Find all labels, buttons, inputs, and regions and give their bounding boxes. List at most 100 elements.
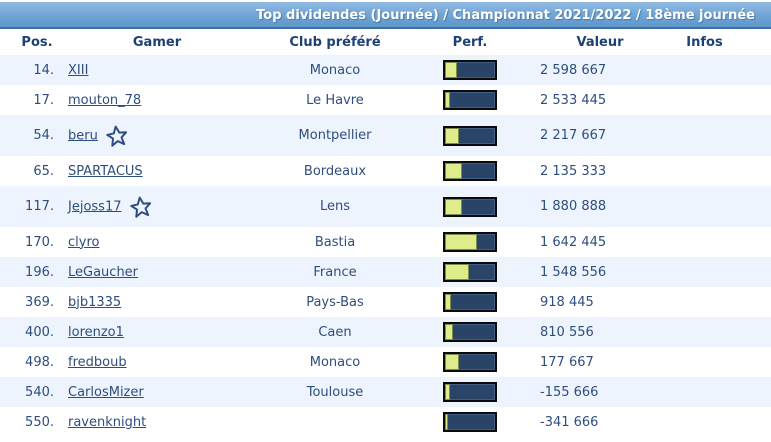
perf-bar-fill: [445, 198, 462, 215]
infos-cell: [660, 156, 771, 186]
gamer-link[interactable]: beru: [68, 128, 98, 143]
table-row: 369. bjb1335 Pays-Bas 918 445: [0, 287, 771, 317]
valeur-cell: 2 533 445: [540, 92, 607, 108]
position-cell: 54.: [0, 115, 60, 156]
infos-cell: [660, 347, 771, 377]
gamer-cell: fredboub: [60, 347, 270, 377]
infos-cell: [660, 317, 771, 347]
table-header-row: Pos. Gamer Club préféré Perf. Valeur Inf…: [0, 29, 771, 55]
valeur-cell: 2 217 667: [540, 115, 660, 156]
perf-cell: [400, 156, 540, 186]
perf-bar-fill: [445, 324, 453, 340]
valeur-cell: 1 548 556: [540, 257, 660, 287]
table-row: 54. beru Montpellier 2 217 667: [0, 115, 771, 156]
gamer-link[interactable]: fredboub: [68, 354, 127, 370]
gamer-link[interactable]: lorenzo1: [68, 324, 124, 340]
club-cell: Montpellier: [270, 115, 400, 156]
gamer-link[interactable]: ravenknight: [68, 414, 147, 430]
valeur-cell: 2 598 667: [540, 55, 660, 85]
club-cell: Monaco: [270, 55, 400, 85]
perf-bar-fill: [445, 234, 477, 250]
valeur-cell: 1 880 888: [540, 186, 660, 227]
table-row: 117. Jejoss17 Lens 1 880 888: [0, 186, 771, 227]
gamer-link[interactable]: LeGaucher: [68, 264, 139, 280]
perf-bar: [443, 352, 497, 372]
infos-cell: [660, 407, 771, 437]
infos-cell: [660, 186, 771, 227]
gamer-link[interactable]: XIII: [68, 62, 89, 78]
infos-cell: [660, 115, 771, 156]
infos-cell: [660, 257, 771, 287]
column-header-gamer: Gamer: [60, 29, 270, 55]
column-header-perf: Perf.: [400, 29, 540, 55]
perf-bar: [443, 322, 497, 342]
perf-bar: [443, 232, 497, 252]
gamer-cell: LeGaucher: [60, 257, 270, 287]
infos-cell: [660, 377, 771, 407]
column-header-infos: Infos: [660, 29, 771, 55]
club-cell: Toulouse: [270, 377, 400, 407]
table-row: 400. lorenzo1 Caen 810 556: [0, 317, 771, 347]
club-cell: France: [270, 257, 400, 287]
page-title: Top dividendes (Journée) / Championnat 2…: [0, 2, 771, 29]
table-row: 170. clyro Bastia 1 642 445: [0, 227, 771, 257]
club-cell: Bordeaux: [303, 163, 367, 179]
table-row: 550. ravenknight -341 666: [0, 407, 771, 437]
valeur-cell: 1 642 445: [540, 234, 607, 250]
gamer-cell: XIII: [60, 55, 270, 85]
perf-bar: [443, 161, 497, 181]
perf-cell: [400, 115, 540, 156]
dividends-table: Pos. Gamer Club préféré Perf. Valeur Inf…: [0, 29, 771, 437]
column-header-valeur: Valeur: [540, 29, 660, 55]
perf-cell: [400, 257, 540, 287]
club-cell: Le Havre: [306, 92, 364, 108]
perf-cell: [400, 227, 540, 257]
valeur-cell: 810 556: [540, 317, 660, 347]
infos-cell: [660, 55, 771, 85]
infos-cell: [660, 85, 771, 115]
gamer-cell: beru: [60, 115, 270, 156]
gamer-cell: bjb1335: [60, 287, 270, 317]
position-cell: 65.: [33, 163, 54, 179]
gamer-cell: ravenknight: [60, 407, 270, 437]
perf-cell: [400, 85, 540, 115]
perf-bar-fill: [445, 127, 459, 144]
position-cell: 17.: [33, 92, 54, 108]
valeur-cell: 2 135 333: [540, 163, 607, 179]
infos-cell: [660, 287, 771, 317]
perf-bar-fill: [445, 62, 457, 78]
perf-cell: [400, 407, 540, 437]
gamer-cell: mouton_78: [60, 85, 270, 115]
gamer-cell: clyro: [60, 227, 270, 257]
gamer-link[interactable]: mouton_78: [68, 92, 142, 108]
position-cell: 400.: [0, 317, 60, 347]
infos-cell: [660, 227, 771, 257]
gamer-link[interactable]: SPARTACUS: [68, 163, 143, 179]
gamer-link[interactable]: CarlosMizer: [68, 384, 144, 400]
perf-bar-fill: [445, 92, 450, 108]
gamer-link[interactable]: bjb1335: [68, 294, 122, 310]
perf-bar-fill: [445, 294, 451, 310]
column-header-pos: Pos.: [0, 29, 60, 55]
star-icon: [129, 196, 151, 218]
perf-cell: [400, 347, 540, 377]
valeur-cell: -155 666: [540, 377, 660, 407]
gamer-cell: CarlosMizer: [60, 377, 270, 407]
valeur-cell: 177 667: [540, 354, 594, 370]
table-row: 540. CarlosMizer Toulouse -155 666: [0, 377, 771, 407]
gamer-link[interactable]: Jejoss17: [68, 199, 122, 214]
club-cell: Bastia: [314, 234, 356, 250]
position-cell: 196.: [0, 257, 60, 287]
perf-bar-fill: [445, 354, 459, 370]
perf-cell: [400, 287, 540, 317]
table-row: 17. mouton_78 Le Havre 2 533 445: [0, 85, 771, 115]
perf-bar-fill: [445, 163, 462, 179]
gamer-link[interactable]: clyro: [68, 234, 100, 250]
gamer-cell: lorenzo1: [60, 317, 270, 347]
perf-cell: [400, 377, 540, 407]
perf-cell: [400, 317, 540, 347]
perf-cell: [400, 186, 540, 227]
position-cell: 540.: [0, 377, 60, 407]
perf-bar: [443, 196, 497, 217]
